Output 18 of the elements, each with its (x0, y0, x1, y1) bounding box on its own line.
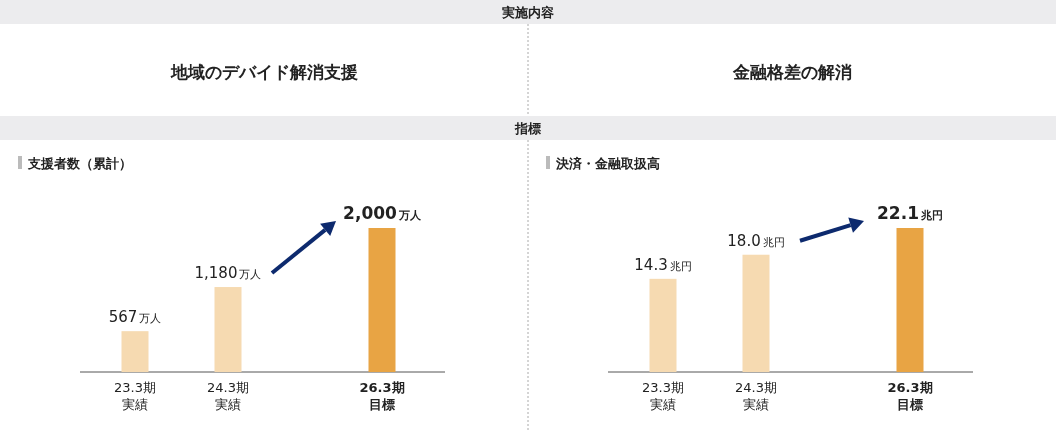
x-tick-label: 23.3期実績 (114, 380, 156, 412)
data-label: 567万人 (108, 308, 162, 327)
chart-title: 地域のデバイド解消支援 (169, 62, 358, 82)
data-label: 18.0兆円 (727, 231, 785, 250)
text: 実施内容 (501, 5, 554, 20)
x-tick-label: 24.3期実績 (735, 380, 777, 412)
data-label: 1,180万人 (194, 264, 262, 283)
chart-subtitle: 支援者数（累計） (27, 156, 132, 171)
data-label: 2,000万人 (343, 203, 422, 223)
chart-subtitle: 決済・金融取扱高 (555, 156, 660, 171)
x-tick-label: 23.3期実績 (642, 380, 684, 412)
data-label: 22.1兆円 (877, 203, 943, 223)
data-label: 14.3兆円 (634, 255, 692, 274)
text: 指標 (514, 121, 541, 136)
x-tick-label: 26.3期目標 (359, 380, 405, 412)
chart-title: 金融格差の解消 (731, 62, 852, 82)
x-tick-label: 24.3期実績 (207, 380, 249, 412)
x-tick-label: 26.3期目標 (887, 380, 933, 412)
